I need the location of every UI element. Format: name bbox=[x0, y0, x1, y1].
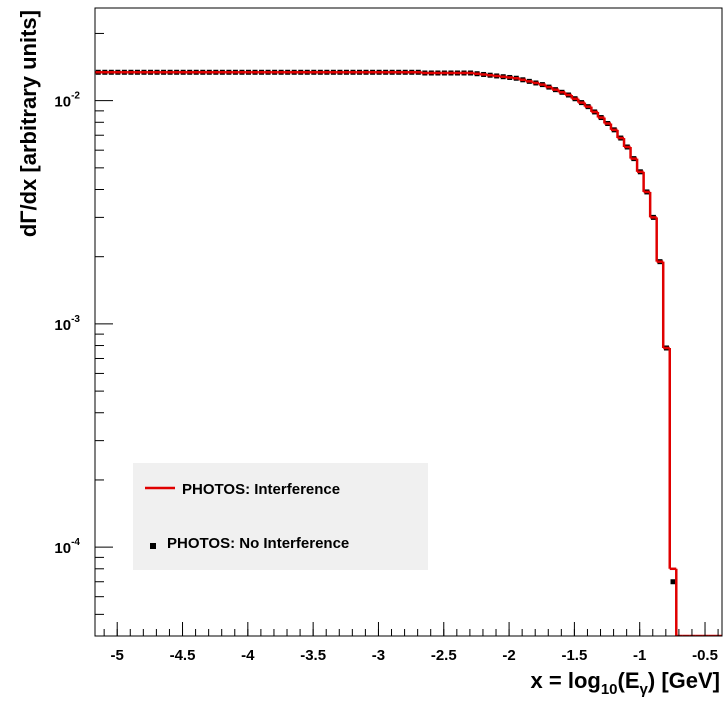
x-tick-label: -4 bbox=[241, 647, 255, 664]
x-tick-label: -2 bbox=[502, 647, 515, 664]
y-tick-exponent: -2 bbox=[71, 91, 80, 102]
x-tick-label: -1 bbox=[633, 647, 646, 664]
legend-label: PHOTOS: No Interference bbox=[167, 535, 349, 552]
x-axis-title: x = log10(Eγ) [GeV] bbox=[531, 668, 720, 698]
y-tick-label: 10-2 bbox=[54, 91, 80, 111]
x-tick-label: -1.5 bbox=[561, 647, 587, 664]
x-title-sub: γ bbox=[640, 681, 649, 698]
y-tick-exponent: -4 bbox=[71, 537, 80, 548]
y-tick-base: 10 bbox=[54, 540, 71, 557]
y-tick-base: 10 bbox=[54, 94, 71, 111]
y-tick-base: 10 bbox=[54, 317, 71, 334]
x-title-part: (E bbox=[618, 668, 640, 693]
frame bbox=[94, 7, 723, 637]
y-tick-label: 10-4 bbox=[54, 537, 80, 557]
y-tick-exponent: -3 bbox=[71, 314, 80, 325]
x-tick-label: -4.5 bbox=[170, 647, 196, 664]
x-tick-label: -3 bbox=[372, 647, 385, 664]
plot-area bbox=[95, 69, 722, 636]
x-title-sub: 10 bbox=[601, 681, 618, 698]
y-axis-title: dΓ/dx [arbitrary units] bbox=[16, 10, 41, 237]
y-tick-label: 10-3 bbox=[54, 314, 80, 334]
x-tick-label: -2.5 bbox=[431, 647, 457, 664]
x-title-part: x = log bbox=[531, 668, 601, 693]
marker bbox=[670, 579, 676, 585]
x-tick-label: -0.5 bbox=[692, 647, 718, 664]
x-tick-label: -3.5 bbox=[300, 647, 326, 664]
legend-box bbox=[133, 463, 428, 570]
x-title-part: ) [GeV] bbox=[648, 668, 720, 693]
legend-swatch bbox=[150, 543, 156, 549]
x-tick-label: -5 bbox=[111, 647, 124, 664]
legend-label: PHOTOS: Interference bbox=[182, 481, 340, 498]
legend: PHOTOS: Interference PHOTOS: No Interfere… bbox=[133, 463, 428, 570]
